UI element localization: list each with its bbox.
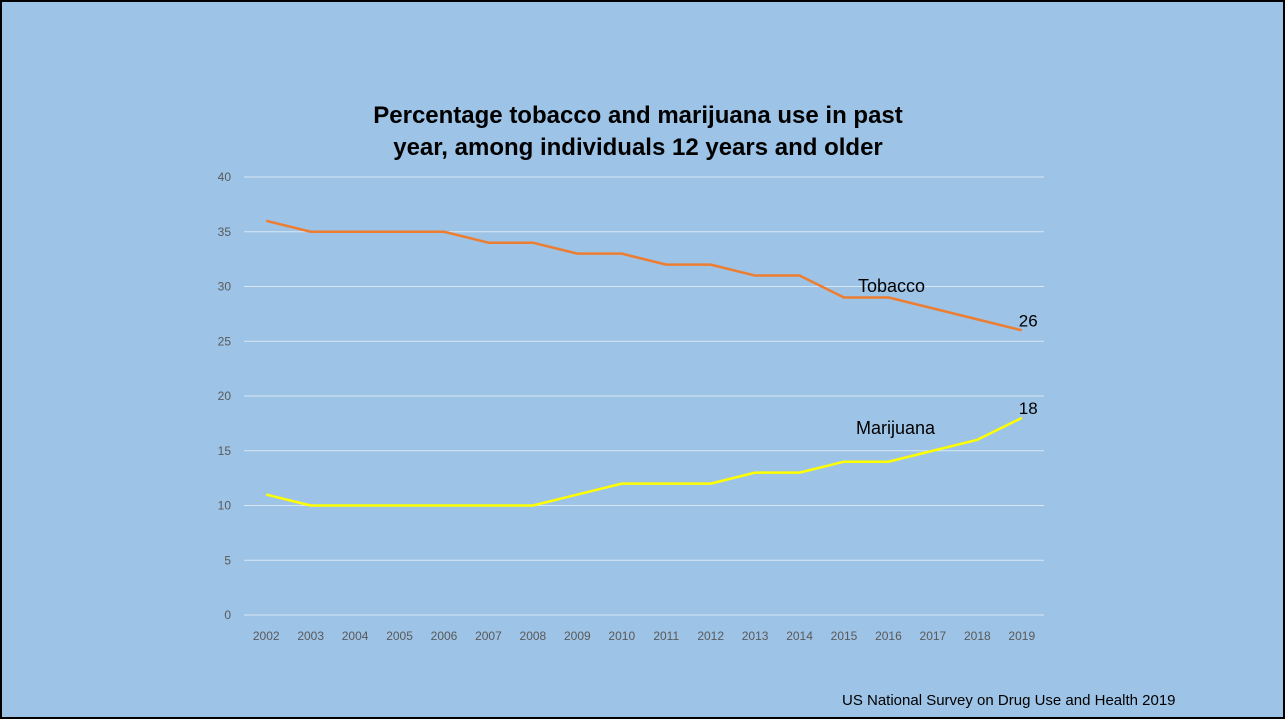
y-tick-label: 40 [218,170,232,184]
y-tick-label: 5 [224,553,231,567]
data-labels: Tobacco 26 Marijuana 18 [856,276,1038,438]
end-value-label-marijuana: 18 [1019,399,1038,418]
end-value-label-tobacco: 26 [1019,311,1038,330]
x-tick-label: 2003 [297,629,324,643]
gridlines [244,176,1044,616]
chart-title: Percentage tobacco and marijuana use in … [238,100,1038,164]
x-tick-label: 2009 [564,629,591,643]
series-label-tobacco: Tobacco [858,276,925,296]
x-tick-label: 2008 [520,629,547,643]
x-tick-label: 2005 [386,629,413,643]
x-axis-ticks: 2002 2003 2004 2005 2006 2007 2008 2009 2010 2011… [253,629,1036,643]
source-note: US National Survey on Drug Use and Healt… [842,692,1176,709]
x-tick-label: 2010 [608,629,635,643]
x-tick-label: 2014 [786,629,813,643]
y-tick-label: 10 [218,499,232,513]
y-tick-label: 20 [218,389,232,403]
y-tick-label: 30 [218,280,232,294]
y-tick-label: 0 [224,608,231,622]
x-tick-label: 2019 [1008,629,1035,643]
chart-title-line-1: Percentage tobacco and marijuana use in … [373,102,903,129]
x-tick-label: 2002 [253,629,280,643]
x-tick-label: 2011 [653,629,679,643]
x-tick-label: 2015 [831,629,858,643]
y-tick-label: 35 [218,225,232,239]
x-tick-label: 2012 [697,629,724,643]
y-tick-label: 25 [218,334,232,348]
x-tick-label: 2004 [342,629,369,643]
x-tick-label: 2013 [742,629,769,643]
series-lines [265,219,1023,507]
series-line-marijuana [265,416,1023,507]
x-tick-label: 2016 [875,629,902,643]
series-label-marijuana: Marijuana [856,418,936,438]
chart-title-line-2: year, among individuals 12 years and old… [393,134,883,161]
x-tick-label: 2006 [431,629,458,643]
x-tick-label: 2017 [920,629,947,643]
x-tick-label: 2018 [964,629,991,643]
y-tick-label: 15 [218,444,232,458]
x-tick-label: 2007 [475,629,502,643]
y-axis-ticks: 0 5 10 15 20 25 30 35 40 [218,170,232,622]
series-line-tobacco [265,219,1023,332]
